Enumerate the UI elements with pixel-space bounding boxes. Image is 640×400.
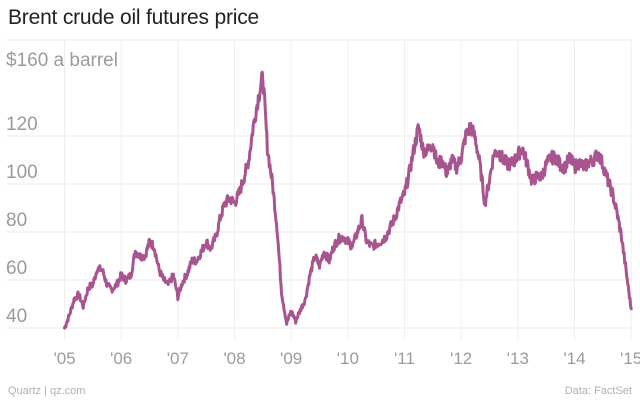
x-tick-label-9: '14 xyxy=(563,349,585,368)
series-layer xyxy=(63,70,633,330)
y-axis-title: $160 a barrel xyxy=(6,50,118,71)
y-tick-label-2: 80 xyxy=(6,210,27,231)
vertical-gridlines xyxy=(64,40,632,340)
x-tick-label-6: '11 xyxy=(394,349,415,368)
y-tick-label-1: 60 xyxy=(6,258,27,279)
chart-title: Brent crude oil futures price xyxy=(8,6,259,29)
y-axis-labels: 40 60 80 100 120 $160 a barrel xyxy=(6,50,118,327)
x-axis-labels: '05 '06 '07 '08 '09 '10 '11 '12 '13 '14 '15 xyxy=(53,349,640,368)
x-tick-label-3: '08 xyxy=(223,349,245,368)
x-tick-label-1: '06 xyxy=(110,349,132,368)
x-tick-label-4: '09 xyxy=(280,349,302,368)
y-tick-label-3: 100 xyxy=(6,162,38,183)
series-line-0 xyxy=(63,70,633,330)
x-tick-label-8: '13 xyxy=(507,349,529,368)
x-tick-label-7: '12 xyxy=(450,349,472,368)
footer-credit: Data: FactSet xyxy=(564,385,632,397)
footer-source: Quartz | qz.com xyxy=(8,385,86,397)
x-tick-label-5: '10 xyxy=(337,349,359,368)
x-tick-label-10: '15 xyxy=(620,349,640,368)
x-tick-label-0: '05 xyxy=(53,349,75,368)
horizontal-gridlines xyxy=(6,39,632,329)
x-tick-label-2: '07 xyxy=(167,349,189,368)
y-tick-label-4: 120 xyxy=(6,114,38,135)
y-tick-label-0: 40 xyxy=(6,306,27,327)
